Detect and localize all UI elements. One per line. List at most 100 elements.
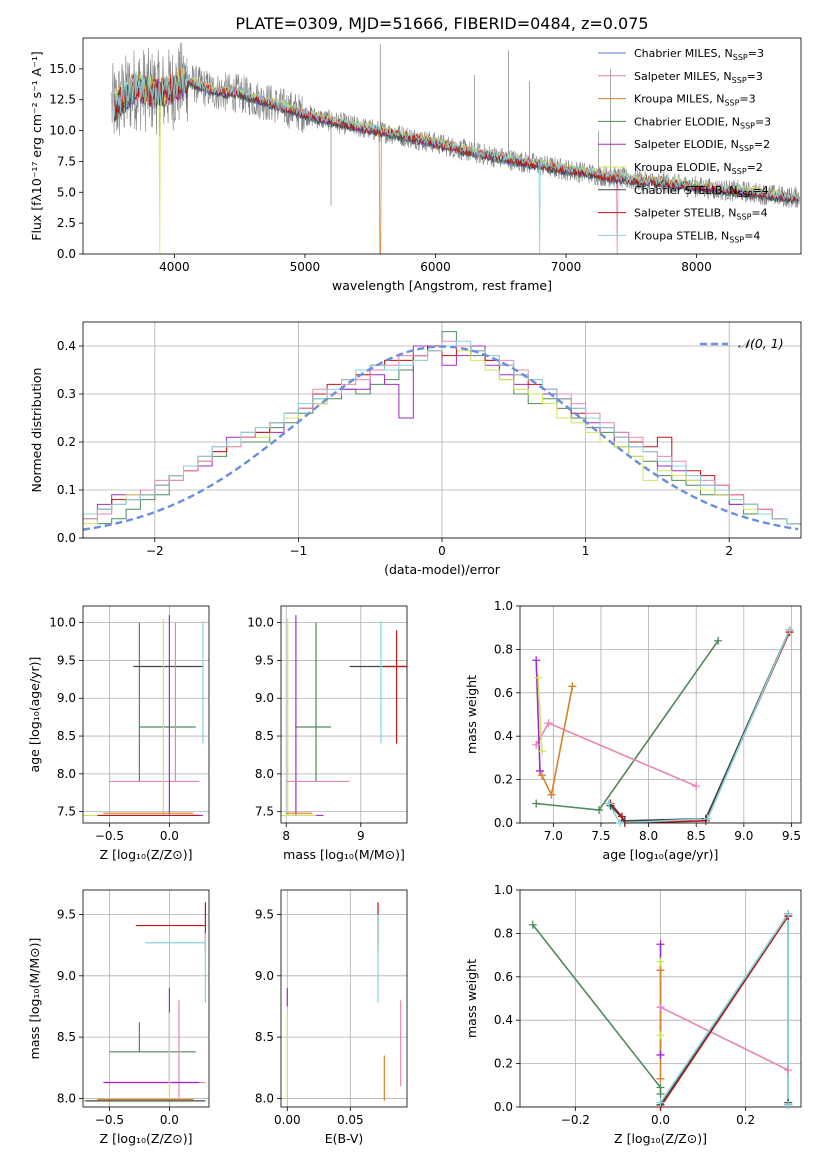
weight-point-marker <box>656 1089 665 1098</box>
weight-vs-z-ytick-label: 0.4 <box>494 1013 513 1027</box>
age-vs-z-plot-area <box>83 615 204 817</box>
age-vs-mass-grid <box>281 606 407 823</box>
age-vs-z-ylabel: age [log₁₀(age/yr)] <box>27 657 42 773</box>
weight-point-marker <box>536 766 545 775</box>
spectrum-xtick-label: 4000 <box>159 260 190 274</box>
mass-vs-ebv-ytick-label: 9.5 <box>255 908 274 922</box>
residuals-frame: −2 −1 0 1 2 0.0 0.1 0.2 0.3 0.4 (data-model)/error… <box>29 321 802 577</box>
residuals-axes-frame <box>82 321 802 539</box>
legend-entry-subscript: SSP <box>739 144 754 153</box>
legend-entry-text: Kroupa STELIB, N <box>634 229 729 242</box>
mass-vs-z-ytick-label: 8.5 <box>57 1030 76 1044</box>
weight-vs-z-ytick-label: 0.8 <box>494 926 513 940</box>
age-vs-mass-ytick-label: 9.5 <box>255 653 274 667</box>
age-vs-mass-xlabel: mass [log₁₀(M/M⊙)] <box>283 847 405 862</box>
model-spectrum-kroupa-stelib <box>113 65 799 254</box>
weight-vs-z-ytick-label: 1.0 <box>494 883 513 897</box>
age-vs-z-ytick-label: 9.5 <box>57 653 76 667</box>
legend-entry-chabrier-elodie: Chabrier ELODIE, NSSP=3 <box>634 115 771 130</box>
age-vs-z-xlabel: Z [log₁₀(Z/Z⊙)] <box>100 847 193 862</box>
weight-vs-age-xtick-label: 7.0 <box>544 829 563 843</box>
weight-line-salpeter-miles <box>660 1006 789 1071</box>
age-vs-mass-plot-area <box>281 615 407 817</box>
weight-point-marker <box>532 740 541 749</box>
weight-vs-age-ylabel: mass weight <box>464 675 479 754</box>
mass-vs-z-ytick-label: 9.0 <box>57 969 76 983</box>
age-vs-z-axes-frame <box>82 605 210 824</box>
histogram-kroupa-stelib <box>83 340 801 538</box>
age-vs-mass-xtick-label: 9 <box>357 829 365 843</box>
legend-entry-value: =3 <box>739 93 755 106</box>
weight-line-chabrier-stelib <box>609 629 791 822</box>
legend-entry-salpeter-elodie: Salpeter ELODIE, NSSP=2 <box>634 138 770 153</box>
weight-point-marker <box>692 782 701 791</box>
legend-entry-salpeter-miles: Salpeter MILES, NSSP=3 <box>634 70 763 85</box>
spectrum-ylabel: Flux [fλ10⁻¹⁷ erg cm⁻² s⁻¹ A⁻¹] <box>29 51 44 240</box>
legend-entry-kroupa-elodie: Kroupa ELODIE, NSSP=2 <box>634 161 763 176</box>
weight-point-marker <box>528 920 537 929</box>
weight-vs-age-xtick-label: 8.0 <box>639 829 658 843</box>
age-vs-mass-ytick-label: 10.0 <box>247 616 274 630</box>
legend-entry-value: =4 <box>753 184 769 197</box>
weight-vs-age-frame: 7.0 7.5 8.0 8.5 9.0 9.5 0.0 0.2 0.4 0.6 0.8 1.0 age … <box>464 599 802 862</box>
weight-line-kroupa-stelib <box>607 629 791 823</box>
mass-vs-z-panel: −0.5 0.0 8.0 8.5 9.0 9.5 Z [log₁₀(Z/Z⊙)] mass [… <box>27 889 210 1146</box>
legend-entry-value: =3 <box>747 70 763 83</box>
legend-entry-text: Salpeter STELIB, N <box>634 207 736 220</box>
spectrum-ytick-label: 7.5 <box>57 154 76 168</box>
weight-vs-z-ylabel: mass weight <box>464 959 479 1038</box>
mass-vs-ebv-ytick-label: 8.0 <box>255 1091 274 1105</box>
weight-point-marker <box>568 682 577 691</box>
weight-vs-z-xtick-label: −0.2 <box>561 1113 590 1127</box>
weight-point-marker <box>616 819 625 827</box>
spectrum-plot-area <box>111 42 800 254</box>
age-vs-mass-ytick-label: 8.5 <box>255 729 274 743</box>
weight-vs-z-xtick-label: 0.2 <box>736 1113 755 1127</box>
weight-point-marker <box>656 1031 665 1040</box>
legend-entry-salpeter-stelib: Salpeter STELIB, NSSP=4 <box>634 207 768 222</box>
weight-point-marker <box>532 656 541 665</box>
weight-line-kroupa-miles <box>541 686 574 798</box>
weight-point-marker <box>656 1003 665 1012</box>
age-vs-z-grid <box>83 606 209 823</box>
weight-point-marker <box>784 1066 793 1075</box>
weight-line-salpeter-stelib <box>659 913 789 1107</box>
weight-point-marker <box>656 1098 665 1107</box>
mass-vs-ebv-frame: 0.00 0.05 8.0 8.5 9.0 9.5 E(B-V) <box>255 889 408 1146</box>
age-vs-z-ytick-label: 7.5 <box>57 805 76 819</box>
age-vs-mass-xtick-label: 8 <box>282 829 290 843</box>
legend-entry-text: Chabrier STELIB, N <box>634 184 738 197</box>
legend-entry-text: Salpeter MILES, N <box>634 70 732 83</box>
weight-vs-z-xtick-label: 0.0 <box>651 1113 670 1127</box>
spectrum-xlabel: wavelength [Angstrom, rest frame] <box>332 278 552 293</box>
mass-vs-z-ytick-label: 9.5 <box>57 908 76 922</box>
weight-point-marker <box>617 812 626 821</box>
spectrum-axes-frame <box>82 37 802 255</box>
age-vs-z-ytick-label: 8.5 <box>57 729 76 743</box>
figure-title: PLATE=0309, MJD=51666, FIBERID=0484, z=0… <box>235 14 648 33</box>
weight-point-marker <box>620 816 629 825</box>
weight-line-salpeter-miles <box>535 722 697 787</box>
legend-entry-text: Kroupa ELODIE, N <box>634 161 732 174</box>
mass-vs-z-ylabel: mass [log₁₀(M/M⊙)] <box>27 938 42 1060</box>
residuals-ytick-label: 0.1 <box>57 483 76 497</box>
weight-vs-age-ytick-label: 0.2 <box>494 773 513 787</box>
weight-vs-age-xtick-label: 9.5 <box>782 829 801 843</box>
age-vs-z-xtick-label: −0.5 <box>95 829 124 843</box>
mass-vs-z-ytick-label: 8.0 <box>57 1091 76 1105</box>
legend-entry-subscript: SSP <box>733 53 748 62</box>
weight-line-kroupa-elodie <box>537 677 543 752</box>
mass-vs-ebv-axes-frame <box>280 889 408 1108</box>
weight-point-marker <box>656 1074 665 1083</box>
weight-vs-z-ytick-label: 0.6 <box>494 970 513 984</box>
legend-entry-text: Chabrier ELODIE, N <box>634 115 740 128</box>
weight-point-marker <box>656 940 665 949</box>
weight-vs-age-panel: 7.0 7.5 8.0 8.5 9.0 9.5 0.0 0.2 0.4 0.6 0.8 1.0 age … <box>464 599 802 862</box>
residuals-ytick-label: 0.2 <box>57 435 76 449</box>
spectrum-frame: 4000 5000 6000 7000 8000 0.0 2.5 5.0 7.5 10.0 12.5… <box>29 37 802 293</box>
weight-vs-age-xtick-label: 8.5 <box>687 829 706 843</box>
age-vs-z-xtick-label: 0.0 <box>160 829 179 843</box>
legend-entry-chabrier-stelib: Chabrier STELIB, NSSP=4 <box>634 184 769 199</box>
age-vs-mass-axes-frame <box>280 605 408 824</box>
